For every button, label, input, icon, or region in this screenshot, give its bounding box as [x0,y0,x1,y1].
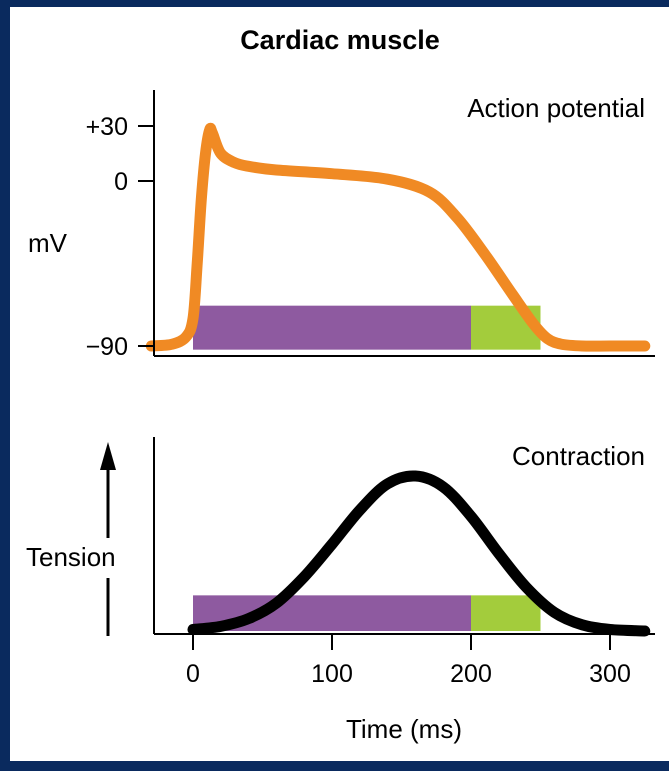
x-tick-label-2: 200 [450,660,492,688]
ap-refractory-bars [193,305,541,350]
x-tick-label-0: 0 [186,660,200,688]
ap-y-tick-label-0: +30 [86,113,128,141]
x-tick-label-3: 300 [589,660,631,688]
tension-axis-label: Tension [26,542,116,572]
contraction-refractory-bars [193,595,541,631]
ap-panel-label: Action potential [467,93,645,123]
x-tick-label-1: 100 [311,660,353,688]
contraction-panel-label: Contraction [512,441,645,471]
ap-y-tick-label-1: 0 [114,168,128,196]
ap-refractory-bar-0 [193,305,471,350]
ap-y-ticks: +30 0 −90 [86,113,154,361]
x-axis-label: Time (ms) [346,714,462,744]
ap-y-axis-label: mV [28,228,68,258]
action-potential-series [145,122,651,352]
frame-border-bottom [0,761,669,771]
ap-y-tick-label-2: −90 [86,333,128,361]
contraction-x-ticks: 0 100 200 300 [186,634,631,688]
contraction-series [187,470,651,637]
tension-arrow-up-icon [100,442,116,470]
contraction-refractory-bar-1 [471,595,541,631]
frame-border-top [0,0,669,7]
frame-border-left [0,0,10,771]
chart-title: Cardiac muscle [240,25,440,55]
